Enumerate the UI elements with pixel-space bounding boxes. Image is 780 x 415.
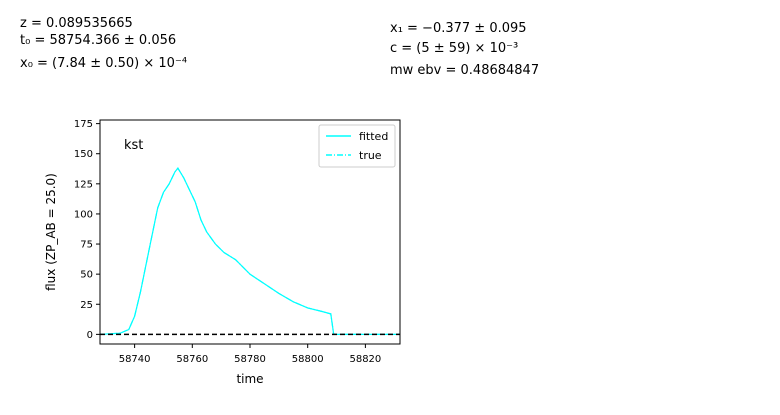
y-axis-label: flux (ZP_AB = 25.0) <box>44 173 58 291</box>
param-x1: x₁ = −0.377 ± 0.095 <box>390 21 527 36</box>
y-axis-ticks: 0 25 50 75 100 125 150 175 <box>74 119 100 341</box>
y-tick-label: 25 <box>80 300 93 311</box>
x-axis-label: time <box>236 372 263 386</box>
param-mwebv: mw ebv = 0.48684847 <box>390 63 540 78</box>
y-tick-label: 150 <box>74 149 93 160</box>
x-tick-label: 58740 <box>119 354 151 365</box>
param-z: z = 0.089535665 <box>20 16 133 31</box>
plot-lines <box>99 167 400 336</box>
series-line-fitted <box>99 167 400 335</box>
y-tick-label: 75 <box>80 240 93 251</box>
y-tick-label: 0 <box>87 330 93 341</box>
x-tick-label: 58760 <box>176 354 208 365</box>
series-line-true <box>99 167 400 335</box>
param-x0: x₀ = (7.84 ± 0.50) × 10⁻⁴ <box>20 56 188 71</box>
y-tick-label: 50 <box>80 270 93 281</box>
x-tick-label: 58820 <box>349 354 381 365</box>
x-axis-ticks: 58740 58760 58780 58800 58820 <box>119 344 381 365</box>
param-c: c = (5 ± 59) × 10⁻³ <box>390 41 519 56</box>
y-tick-label: 125 <box>74 179 93 190</box>
x-tick-label: 58800 <box>292 354 324 365</box>
x-tick-label: 58780 <box>234 354 266 365</box>
param-t0: t₀ = 58754.366 ± 0.056 <box>20 33 177 48</box>
band-label: kst <box>124 138 143 153</box>
legend: fitted true <box>318 124 396 168</box>
y-tick-label: 175 <box>74 119 93 130</box>
legend-true-label: true <box>359 149 382 162</box>
y-tick-label: 100 <box>74 209 93 220</box>
legend-fitted-label: fitted <box>359 130 388 143</box>
